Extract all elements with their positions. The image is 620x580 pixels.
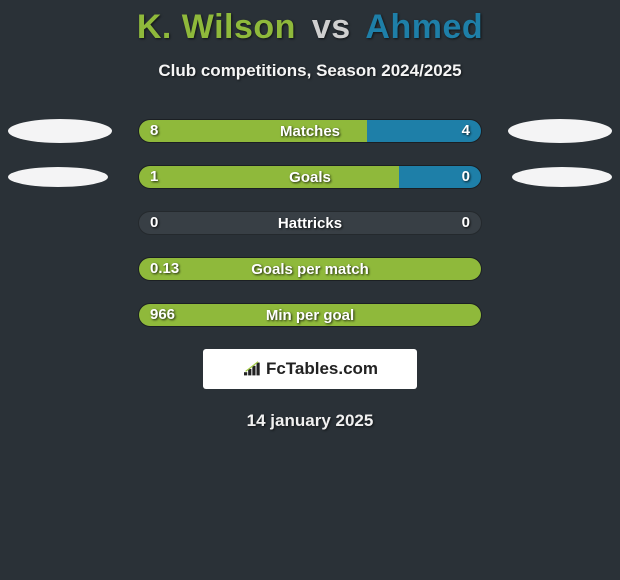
page-title: K. Wilson vs Ahmed	[0, 0, 620, 47]
date-text: 14 january 2025	[0, 411, 620, 431]
stat-row: Hattricks00	[0, 211, 620, 235]
stats-container: Matches84 Goals10 Hattricks00 Goals per mat…	[0, 119, 620, 327]
vs-text: vs	[312, 8, 351, 46]
stat-bar: Hattricks	[138, 211, 482, 235]
brand-chart-icon	[242, 361, 262, 377]
stat-bar: Goals	[138, 165, 482, 189]
stat-row: Goals10	[0, 165, 620, 189]
player1-ellipse-icon	[8, 119, 112, 143]
stat-row: Matches84	[0, 119, 620, 143]
player2-ellipse-icon	[508, 119, 612, 143]
stat-bar-left	[139, 304, 481, 326]
stat-bar: Matches	[138, 119, 482, 143]
stat-bar-left	[139, 166, 399, 188]
stat-bar-left	[139, 258, 481, 280]
stat-bar-right	[367, 120, 481, 142]
player2-name: Ahmed	[365, 8, 483, 46]
stat-row: Goals per match0.13	[0, 257, 620, 281]
stat-bar-left	[139, 120, 367, 142]
brand-badge: FcTables.com	[203, 349, 417, 389]
player1-ellipse-icon	[8, 167, 108, 187]
stat-label: Hattricks	[139, 212, 481, 235]
stat-bar: Goals per match	[138, 257, 482, 281]
comparison-card: K. Wilson vs Ahmed Club competitions, Se…	[0, 0, 620, 580]
player2-ellipse-icon	[512, 167, 612, 187]
stat-row: Min per goal966	[0, 303, 620, 327]
subtitle: Club competitions, Season 2024/2025	[0, 61, 620, 81]
stat-bar-right	[399, 166, 481, 188]
brand-text: FcTables.com	[266, 359, 378, 379]
player1-name: K. Wilson	[137, 8, 296, 46]
stat-bar: Min per goal	[138, 303, 482, 327]
